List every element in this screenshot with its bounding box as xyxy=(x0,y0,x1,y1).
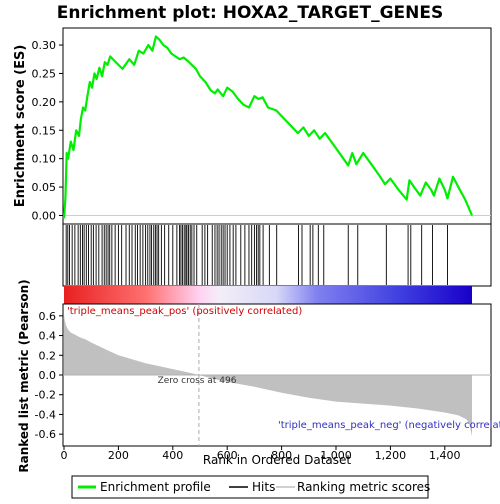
metric-y-tick-label: 0.4 xyxy=(39,330,57,343)
es-y-label: Enrichment score (ES) xyxy=(13,45,28,208)
x-tick-label: 1,000 xyxy=(320,449,352,462)
chart-title: Enrichment plot: HOXA2_TARGET_GENES xyxy=(57,3,444,23)
metric-y-tick-label: -0.2 xyxy=(35,389,56,402)
metric-y-tick-label: 0.0 xyxy=(39,369,57,382)
es-y-tick-label: 0.00 xyxy=(32,209,57,222)
metric-y-axis: -0.6 -0.4 -0.2 0.0 0.2 0.4 0.6 xyxy=(35,310,63,441)
x-axis: 0 200 400 600 800 1,000 1,200 1,400 xyxy=(61,446,461,462)
positive-correlation-label: 'triple_means_peak_pos' (positively corr… xyxy=(67,306,302,317)
x-tick-label: 0 xyxy=(61,449,68,462)
x-tick-label: 1,200 xyxy=(375,449,407,462)
x-tick-label: 1,400 xyxy=(429,449,461,462)
metric-y-label: Ranked list metric (Pearson) xyxy=(17,279,31,472)
es-y-tick-label: 0.15 xyxy=(32,124,57,137)
legend-box xyxy=(71,475,429,499)
metric-y-tick-label: 0.6 xyxy=(39,310,57,323)
x-tick-label: 600 xyxy=(217,449,238,462)
hits-series xyxy=(65,225,448,285)
x-axis-label: Rank in Ordered Dataset xyxy=(203,453,351,467)
es-y-axis: 0.00 0.05 0.10 0.15 0.20 0.25 0.30 xyxy=(32,39,63,222)
enrichment-profile-series xyxy=(62,35,474,219)
legend-metric-label: Ranking metric scores xyxy=(297,480,430,494)
legend-hits-label: Hits xyxy=(252,480,275,494)
es-y-tick-label: 0.10 xyxy=(32,153,57,166)
es-y-tick-label: 0.30 xyxy=(32,39,57,52)
metric-y-tick-label: 0.2 xyxy=(39,349,57,362)
x-tick-label: 800 xyxy=(271,449,292,462)
ranking-metric-series xyxy=(63,304,491,446)
zero-cross-label: Zero cross at 496 xyxy=(158,376,237,386)
es-y-tick-label: 0.25 xyxy=(32,67,57,80)
metric-y-tick-label: -0.4 xyxy=(35,408,56,421)
negative-correlation-label: 'triple_means_peak_neg' (negatively corr… xyxy=(278,420,500,431)
x-tick-label: 400 xyxy=(162,449,183,462)
legend-profile-label: Enrichment profile xyxy=(100,480,211,494)
enrichment-profile-line xyxy=(62,35,474,219)
es-y-tick-label: 0.05 xyxy=(32,181,57,194)
x-tick-label: 200 xyxy=(108,449,129,462)
es-y-tick-label: 0.20 xyxy=(32,96,57,109)
rank-color-bar xyxy=(64,286,472,304)
es-panel-frame xyxy=(62,27,492,225)
metric-y-tick-label: -0.6 xyxy=(35,428,56,441)
